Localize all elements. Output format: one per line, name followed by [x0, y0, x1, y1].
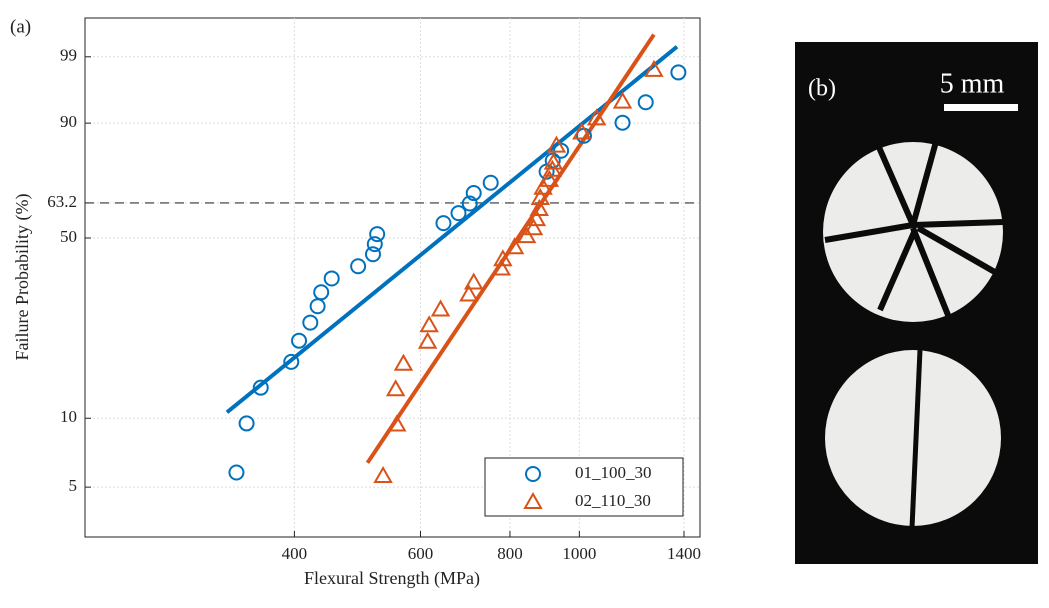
data-point [435, 215, 452, 232]
data-point [323, 270, 340, 287]
photo-label: (b) [808, 76, 836, 102]
data-point [393, 353, 414, 371]
photo-panel: (b) 5 mm [795, 42, 1038, 564]
fit-line [225, 45, 679, 414]
data-point [612, 91, 633, 109]
data-point [228, 464, 245, 481]
panel-label: (a) [10, 16, 31, 37]
data-point [459, 284, 479, 302]
data-point [369, 226, 386, 243]
data-point [302, 314, 319, 331]
y-tick-label: 99 [60, 46, 77, 65]
data-point [614, 114, 631, 131]
data-point [313, 284, 330, 301]
data-point [530, 187, 551, 206]
data-point [482, 174, 499, 191]
data-point [670, 64, 687, 81]
data-point [430, 299, 451, 317]
x-tick-label: 1400 [667, 544, 701, 563]
scale-bar-label: 5 mm [940, 68, 1005, 99]
data-point [252, 379, 269, 396]
plot-area: 400 600 800 1000 1400 5 10 50 63.2 90 99 01_100_30 0… [47, 18, 701, 563]
data-point [450, 205, 467, 222]
y-tick-label: 90 [60, 112, 77, 131]
legend-marker [525, 466, 541, 482]
data-point [461, 195, 478, 212]
x-axis-label: Flexural Strength (MPa) [304, 568, 480, 589]
x-tick-label: 800 [497, 544, 523, 563]
legend-label: 02_110_30 [575, 491, 651, 510]
x-tick-label: 400 [282, 544, 308, 563]
data-point [491, 258, 512, 276]
y-tick-label: 5 [69, 476, 78, 495]
y-axis-label: Failure Probability (%) [12, 194, 33, 361]
y-tick-label: 63.2 [47, 192, 77, 211]
plot-frame [84, 17, 701, 538]
x-tick-label: 600 [408, 544, 434, 563]
data-point [463, 272, 484, 290]
data-point [291, 332, 308, 349]
data-point [385, 379, 406, 397]
x-tick-label: 1000 [562, 544, 596, 563]
data-point [283, 353, 300, 370]
data-point [644, 59, 664, 77]
data-point [523, 218, 544, 236]
data-point [539, 169, 560, 187]
split-line [909, 349, 923, 529]
legend-marker [523, 491, 543, 509]
legend-label: 01_100_30 [575, 463, 652, 482]
data-point [417, 331, 438, 349]
data-point [504, 237, 525, 255]
fracture-lines [824, 137, 1004, 322]
y-tick-label: 50 [60, 227, 77, 246]
data-point [364, 246, 381, 263]
data-point [637, 94, 654, 111]
legend-box [484, 457, 684, 517]
data-point [387, 414, 407, 432]
data-point [419, 315, 439, 333]
data-point [309, 298, 326, 315]
split-disk [825, 350, 1001, 526]
data-point [526, 209, 547, 227]
data-point [543, 152, 564, 170]
y-tick-label: 10 [60, 407, 77, 426]
data-point [238, 415, 255, 432]
data-point [546, 135, 567, 153]
scale-bar [944, 104, 1018, 111]
data-point [586, 108, 607, 126]
data-point [572, 122, 592, 140]
fit-line [365, 33, 656, 464]
data-point [493, 249, 513, 267]
data-point [350, 258, 367, 275]
data-point [465, 185, 482, 202]
data-point [366, 236, 383, 253]
data-point [529, 198, 549, 216]
data-point [373, 465, 393, 483]
data-point [544, 152, 561, 169]
